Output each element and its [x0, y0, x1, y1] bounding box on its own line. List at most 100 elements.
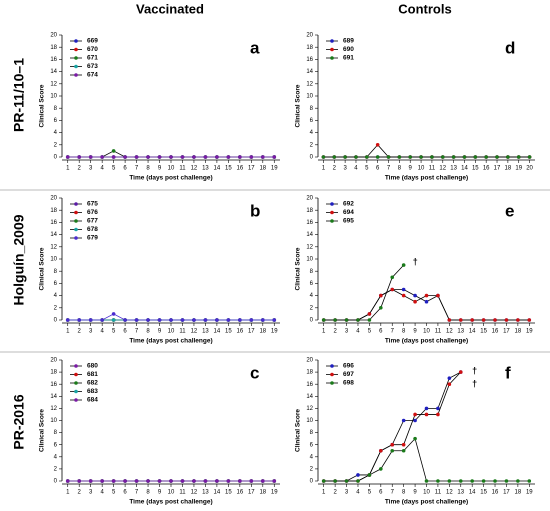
- legend-marker: [330, 47, 334, 52]
- x-tick-label: 6: [376, 166, 380, 172]
- x-tick-label: 7: [391, 329, 395, 335]
- series-line: [323, 437, 530, 482]
- data-point: [424, 299, 429, 304]
- x-tick-label: 1: [322, 166, 326, 172]
- x-tick-label: 12: [191, 490, 198, 496]
- x-tick-label: 6: [123, 329, 127, 335]
- legend-marker: [74, 210, 78, 215]
- data-point: [77, 318, 82, 322]
- y-axis-label: Clinical Score: [295, 84, 302, 127]
- x-tick-label: 17: [248, 490, 255, 496]
- x-tick-label: 1: [322, 490, 326, 496]
- panel-letter: c: [250, 363, 259, 382]
- x-tick-label: 17: [248, 329, 255, 335]
- x-tick-label: 3: [345, 329, 349, 335]
- y-tick-label: 20: [306, 358, 313, 364]
- legend-label: 697: [343, 371, 354, 378]
- data-point: [504, 479, 509, 483]
- y-tick-label: 0: [310, 155, 314, 161]
- x-tick-label: 11: [435, 490, 442, 496]
- data-point: [413, 299, 417, 304]
- data-point: [192, 318, 196, 322]
- y-tick-label: 2: [54, 142, 58, 148]
- data-point: [65, 155, 70, 159]
- data-point: [180, 155, 185, 159]
- data-point: [333, 318, 337, 322]
- data-point: [321, 479, 326, 483]
- x-tick-label: 18: [505, 166, 512, 172]
- data-point: [272, 479, 277, 483]
- x-tick-label: 16: [483, 166, 490, 172]
- x-tick-label: 15: [472, 166, 479, 172]
- x-tick-label: 19: [515, 166, 522, 172]
- x-tick-label: 13: [457, 329, 464, 335]
- data-point: [493, 318, 497, 322]
- data-point: [458, 318, 463, 322]
- data-point: [516, 318, 520, 322]
- legend-label: 683: [87, 388, 98, 395]
- legend-label: 689: [343, 38, 354, 45]
- legend-marker: [74, 364, 78, 368]
- y-tick-label: 6: [310, 281, 314, 287]
- data-point: [157, 318, 162, 322]
- data-point: [424, 293, 429, 298]
- data-point: [367, 318, 372, 322]
- data-point: [100, 155, 104, 159]
- data-point: [134, 479, 139, 483]
- x-axis-label: Time (days post challenge): [129, 499, 212, 506]
- data-point: [260, 479, 265, 483]
- data-point: [436, 406, 440, 411]
- panel-letter: b: [250, 201, 260, 220]
- y-tick-label: 12: [306, 406, 313, 412]
- data-point: [356, 318, 360, 322]
- data-point: [356, 479, 360, 483]
- x-tick-label: 9: [413, 490, 417, 496]
- legend-marker: [74, 219, 78, 223]
- y-tick-label: 0: [54, 155, 58, 161]
- data-point: [447, 376, 452, 380]
- y-tick-label: 8: [54, 269, 58, 275]
- data-point: [379, 467, 383, 471]
- y-tick-label: 20: [306, 33, 313, 39]
- legend-label: 678: [87, 226, 98, 233]
- data-point: [390, 287, 395, 292]
- x-tick-label: 19: [271, 166, 278, 172]
- data-point: [397, 155, 402, 159]
- legend-label: 674: [87, 72, 98, 79]
- data-point: [321, 155, 326, 159]
- x-axis-label: Time (days post challenge): [129, 175, 212, 182]
- x-axis-label: Time (days post challenge): [129, 338, 212, 345]
- data-point: [424, 406, 429, 411]
- data-point: [527, 155, 532, 159]
- x-tick-label: 18: [259, 166, 266, 172]
- x-tick-label: 10: [423, 490, 430, 496]
- x-tick-label: 17: [503, 329, 510, 335]
- legend-label: 670: [87, 46, 98, 53]
- x-tick-label: 2: [78, 490, 82, 496]
- x-tick-label: 17: [503, 490, 510, 496]
- x-tick-label: 7: [391, 490, 395, 496]
- panel-letter: a: [250, 38, 260, 57]
- x-tick-label: 5: [112, 166, 116, 172]
- data-point: [333, 479, 337, 483]
- data-point: [495, 155, 499, 159]
- x-tick-label: 3: [343, 166, 347, 172]
- x-tick-label: 9: [409, 166, 413, 172]
- data-point: [111, 318, 116, 322]
- x-tick-label: 7: [135, 166, 139, 172]
- x-tick-label: 9: [158, 490, 162, 496]
- x-tick-label: 15: [225, 490, 232, 496]
- x-tick-label: 1: [66, 490, 70, 496]
- data-point: [408, 155, 413, 159]
- y-tick-label: 14: [50, 69, 57, 75]
- series-line: [323, 264, 404, 321]
- y-tick-label: 16: [306, 220, 313, 226]
- data-point: [375, 155, 380, 159]
- data-point: [436, 412, 440, 417]
- data-point: [272, 318, 277, 322]
- data-point: [481, 318, 486, 322]
- y-tick-label: 8: [310, 269, 314, 275]
- x-tick-label: 10: [168, 490, 175, 496]
- data-point: [111, 312, 116, 316]
